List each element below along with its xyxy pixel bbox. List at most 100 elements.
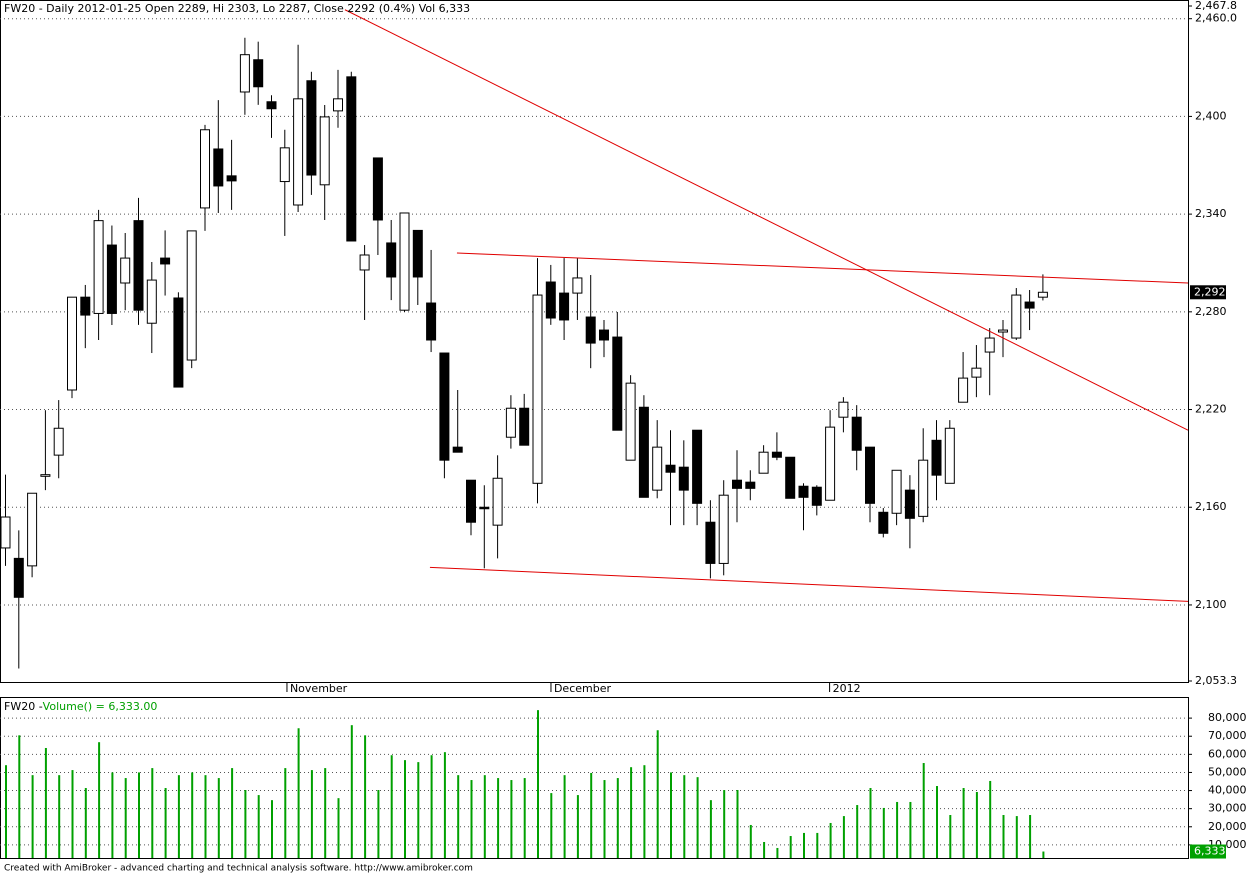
volume-bar (643, 765, 646, 858)
volume-prefix: FW20 - (4, 700, 43, 713)
candle-body (279, 147, 290, 183)
x-tick-label: November (290, 682, 348, 695)
volume-bar (776, 847, 779, 858)
candle-body (532, 294, 543, 484)
volume-bar (497, 778, 500, 858)
candle-body (306, 80, 317, 176)
volume-bar (257, 795, 260, 858)
x-tick-label: December (554, 682, 612, 695)
candle-body (253, 59, 264, 88)
candle-body (319, 116, 330, 186)
candle-body (146, 279, 157, 324)
candle-body (878, 511, 889, 534)
volume-bar (749, 824, 752, 858)
volume-bar (350, 725, 353, 858)
volume-bar (470, 780, 473, 858)
volume-bar (816, 832, 819, 858)
candle-body (545, 281, 556, 319)
volume-bar (736, 790, 739, 858)
candle-body (67, 296, 77, 391)
volume-bar (284, 768, 287, 858)
y-tick-label: 2,220 (1195, 403, 1227, 416)
candle-body (918, 459, 929, 517)
candle-body (971, 367, 982, 378)
trendline (429, 566, 1188, 602)
candle-body (732, 479, 742, 489)
volume-bar (709, 800, 712, 858)
y-tick-label: 50,000 (1208, 765, 1247, 778)
volume-bar (922, 763, 925, 858)
candle-body (652, 446, 663, 491)
candle-body (386, 242, 397, 278)
candle-body (53, 427, 64, 456)
volume-plot (0, 710, 1188, 858)
volume-bar (856, 805, 859, 858)
candle-body (173, 297, 184, 388)
y-tick-label: 40,000 (1208, 784, 1247, 797)
volume-bar (550, 793, 553, 858)
volume-bar (882, 807, 885, 858)
candle-body (718, 494, 729, 564)
volume-bar (696, 777, 699, 858)
candle-body (572, 277, 583, 294)
volume-bar (244, 790, 247, 858)
y-tick-label: 2,340 (1195, 207, 1227, 220)
candle-body (998, 329, 1008, 333)
volume-bar (989, 780, 992, 858)
candle-body (865, 446, 875, 504)
candle-body (120, 257, 131, 284)
y-tick-label: 20,000 (1208, 820, 1247, 833)
volume-title: Volume() = 6,333.00 (43, 700, 158, 713)
volume-bar (537, 710, 539, 858)
volume-bar (523, 778, 526, 858)
candle-body (13, 557, 24, 598)
volume-bar (310, 770, 313, 858)
volume-bar (377, 790, 380, 858)
candle-body (40, 474, 51, 477)
volume-bar (111, 772, 114, 858)
volume-bar (177, 775, 180, 858)
volume-bar (949, 815, 952, 858)
candle-body (505, 407, 516, 438)
candle-body (372, 157, 383, 221)
volume-bar (683, 775, 686, 858)
volume-bar (18, 735, 21, 858)
candle-body (452, 446, 463, 453)
volume-bar (84, 788, 87, 858)
candle-body (160, 257, 171, 265)
volume-bar (390, 755, 393, 858)
volume-bar (510, 780, 513, 858)
candle-body (811, 486, 822, 506)
volume-bar (297, 728, 300, 858)
volume-bar (417, 762, 420, 858)
volume-bar (803, 832, 805, 858)
volume-bar (271, 800, 273, 858)
volume-bar (590, 772, 593, 858)
volume-bar (71, 770, 74, 858)
volume-bar (231, 768, 234, 858)
candle-body (412, 229, 423, 278)
y-tick-label: 2,100 (1195, 598, 1227, 611)
volume-bar (483, 775, 486, 858)
candle-body (399, 212, 410, 311)
volume-bar (869, 788, 872, 858)
candle-body (692, 429, 703, 504)
volume-bar (962, 788, 965, 858)
y-tick-label: 2,160 (1195, 500, 1227, 513)
volume-bar (5, 765, 7, 858)
candle-body (200, 129, 210, 209)
candle-body (745, 481, 756, 489)
y-tick-label: 2,467.8 (1195, 0, 1237, 12)
x-tick-label: 2012 (833, 682, 861, 695)
footer: Created with AmiBroker - advanced charti… (4, 864, 473, 874)
volume-bar (789, 836, 792, 858)
candle-body (93, 220, 104, 314)
volume-bar (337, 798, 340, 858)
volume-bar (723, 790, 726, 858)
candle-body (585, 316, 596, 344)
candle-body (944, 427, 955, 484)
volume-bar (1042, 851, 1045, 858)
candle-body (851, 416, 862, 451)
candle-body (559, 292, 570, 321)
